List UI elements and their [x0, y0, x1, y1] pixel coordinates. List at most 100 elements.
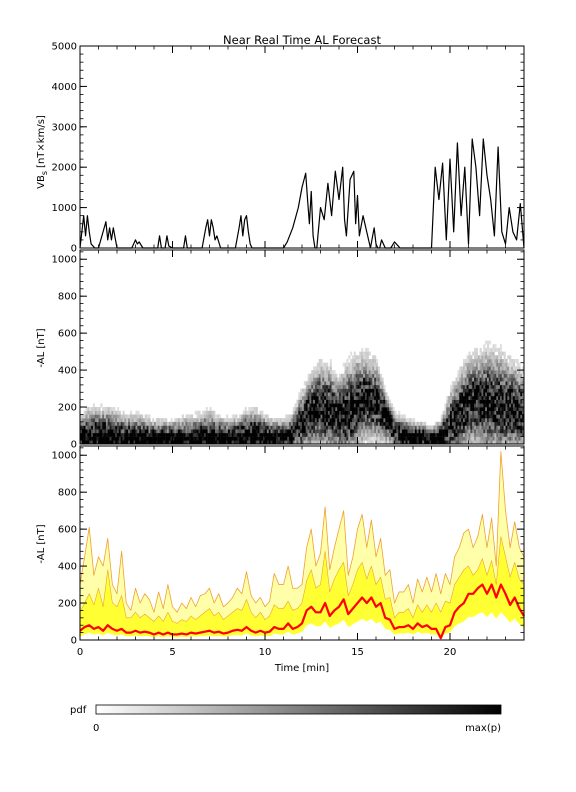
pdf-cell: [490, 418, 493, 423]
pdf-cell: [511, 403, 514, 408]
pdf-cell: [438, 440, 441, 445]
pdf-cell: [348, 440, 351, 445]
pdf-cell: [216, 425, 219, 430]
pdf-cell: [368, 395, 371, 400]
pdf-cell: [353, 373, 356, 378]
pdf-cell: [490, 395, 493, 400]
pdf-cell: [113, 436, 116, 441]
pdf-cell: [518, 410, 521, 415]
pdf-cell: [252, 436, 255, 441]
pdf-cell: [335, 388, 338, 393]
pdf-cell: [377, 418, 380, 423]
pdf-cell: [464, 436, 467, 441]
pdf-cell: [294, 414, 297, 419]
pdf-cell: [205, 436, 208, 441]
pdf-cell: [303, 381, 306, 386]
pdf-cell: [499, 388, 503, 393]
pdf-cell: [357, 440, 360, 445]
pdf-cell: [416, 432, 419, 437]
pdf-cell: [514, 377, 517, 382]
pdf-cell: [351, 388, 355, 393]
pdf-cell: [126, 414, 129, 419]
pdf-cell: [483, 355, 486, 360]
pdf-cell: [339, 384, 342, 389]
pdf-cell: [150, 425, 153, 430]
pdf-cell: [161, 432, 164, 437]
pdf-cell: [85, 407, 88, 411]
pdf-cell: [213, 418, 216, 423]
pdf-cell: [289, 414, 292, 419]
pdf-cell: [94, 429, 97, 434]
pdf-cell: [141, 429, 144, 434]
pdf-cell: [353, 377, 356, 382]
pdf-cell: [350, 414, 353, 419]
pdf-cell: [105, 440, 108, 445]
pdf-cell: [366, 436, 369, 441]
pdf-cell: [512, 388, 515, 393]
pdf-cell: [166, 421, 170, 426]
pdf-cell: [487, 362, 490, 367]
pdf-cell: [324, 414, 327, 419]
pdf-cell: [479, 347, 482, 352]
pdf-cell: [148, 436, 151, 441]
pdf-cell: [316, 407, 319, 411]
pdf-cell: [487, 340, 490, 345]
pdf-cell: [496, 366, 499, 371]
pdf-cell: [448, 403, 451, 408]
pdf-cell: [457, 410, 460, 415]
pdf-cell: [266, 425, 269, 430]
pdf-cell: [92, 421, 96, 426]
pdf-cell: [498, 410, 501, 415]
pdf-cell: [492, 362, 495, 367]
pdf-cell: [364, 429, 367, 434]
pdf-cell: [211, 425, 214, 430]
pdf-cell: [516, 425, 519, 430]
pdf-cell: [141, 421, 144, 426]
pdf-cell: [339, 392, 342, 397]
pdf-cell: [350, 425, 353, 430]
pdf-cell: [498, 384, 501, 389]
pdf-cell: [376, 388, 379, 393]
pdf-cell: [481, 436, 484, 441]
pdf-cell: [398, 440, 401, 445]
pdf-cell: [122, 429, 125, 434]
pdf-cell: [277, 429, 281, 434]
pdf-cell: [111, 429, 114, 434]
pdf-cell: [479, 403, 482, 408]
pdf-cell: [444, 418, 447, 423]
pdf-cell: [516, 366, 519, 371]
pdf-cell: [157, 418, 160, 423]
pdf-cell: [311, 370, 314, 375]
pdf-cell: [413, 425, 416, 430]
pdf-cell: [353, 425, 356, 430]
pdf-cell: [414, 425, 417, 430]
pdf-cell: [205, 418, 208, 423]
pdf-cell: [503, 399, 506, 404]
pdf-cell: [324, 403, 327, 408]
pdf-cell: [305, 392, 308, 397]
pdf-cell: [309, 373, 312, 378]
pdf-cell: [444, 414, 447, 419]
pdf-cell: [189, 414, 192, 419]
pdf-cell: [348, 355, 351, 360]
pdf-cell: [246, 421, 249, 426]
pdf-cell: [370, 418, 373, 423]
pdf-cell: [85, 418, 88, 423]
pdf-cell: [105, 418, 108, 423]
pdf-cell: [296, 440, 299, 445]
pdf-cell: [348, 421, 351, 426]
pdf-cell: [468, 410, 471, 415]
pdf-cell: [233, 421, 236, 426]
pdf-cell: [481, 366, 484, 371]
pdf-cell: [363, 440, 366, 445]
pdf-cell: [505, 370, 508, 375]
pdf-cell: [111, 418, 114, 423]
pdf-cell: [355, 432, 358, 437]
pdf-cell: [364, 392, 367, 397]
pdf-cell: [303, 429, 306, 434]
pdf-cell: [483, 377, 486, 382]
pdf-cell: [403, 440, 406, 445]
pdf-cell: [200, 418, 203, 423]
pdf-cell: [481, 388, 484, 393]
pdf-cell: [496, 432, 499, 437]
